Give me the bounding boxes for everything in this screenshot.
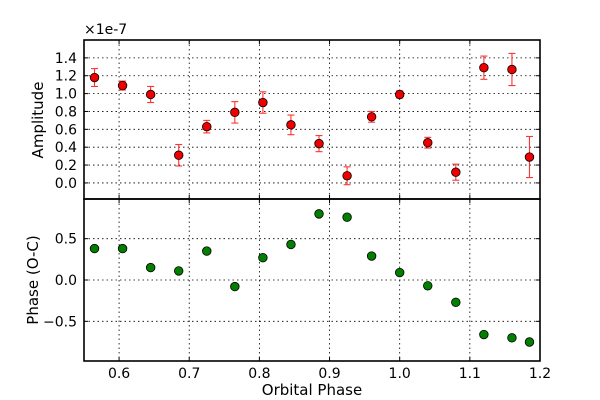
amplitude-frame: [83, 39, 541, 200]
phase-point: [451, 297, 461, 308]
phase-panel: 0.6 0.7 0.8 0.9 1.0 1.1 1.2 −0.5 0.0 0.5 Phase (O…: [24, 198, 551, 399]
y-tick-label: 0.0: [55, 176, 77, 192]
phase-ticks: 0.6 0.7 0.8 0.9 1.0 1.1 1.2 −0.5 0.0 0.5: [43, 199, 551, 382]
phase-point: [202, 246, 212, 256]
phase-point: [117, 243, 128, 254]
amplitude-points: [89, 52, 535, 186]
amplitude-ticks: 0.0 0.2 0.4 0.6 0.81.0 1.2 1.4: [55, 40, 541, 199]
x-tick-label: 1.2: [529, 366, 551, 382]
x-tick-label: 1.0: [389, 366, 411, 382]
amplitude-point: [524, 152, 535, 162]
amplitude-point: [286, 120, 296, 130]
phase-point: [89, 243, 100, 254]
x-tick-label: 0.7: [178, 366, 200, 382]
x-tick-label: 1.1: [459, 366, 481, 382]
y-tick-label: 0.0: [55, 273, 77, 289]
phase-point: [286, 239, 296, 250]
amplitude-point: [117, 80, 128, 91]
amplitude-point: [230, 107, 240, 118]
amplitude-point: [423, 138, 433, 148]
amplitude-point: [479, 62, 489, 73]
phase-point: [230, 281, 240, 292]
phase-point: [314, 209, 324, 219]
phase-point: [258, 252, 268, 263]
x-axis-label: Orbital Phase: [262, 381, 362, 399]
amplitude-offset-label: ×1e-7: [84, 22, 127, 38]
y-tick-label: 1.0: [55, 87, 77, 103]
amplitude-point: [89, 72, 100, 83]
amplitude-point: [145, 89, 156, 100]
amplitude-point: [342, 171, 352, 181]
y-tick-label: 0.4: [55, 140, 77, 156]
phase-point: [524, 337, 535, 347]
amplitude-panel: 0.0 0.2 0.4 0.6 0.81.0 1.2 1.4 ×1e-7 Amplitude: [29, 22, 541, 200]
phase-point: [174, 266, 184, 276]
amplitude-point: [507, 64, 517, 75]
amplitude-point: [258, 97, 268, 108]
phase-point: [423, 281, 433, 291]
y-tick-label: 0.6: [55, 122, 77, 138]
phase-frame: [83, 198, 541, 362]
x-tick-label: 0.9: [318, 366, 340, 382]
phase-point: [342, 212, 352, 222]
amplitude-axis-label: Amplitude: [29, 82, 47, 159]
amplitude-point: [394, 89, 405, 100]
x-tick-label: 0.6: [108, 366, 130, 382]
x-tick-label: 0.8: [248, 366, 270, 382]
phase-point: [479, 329, 489, 340]
phase-grid: [84, 199, 540, 361]
amplitude-point: [451, 167, 461, 177]
phase-points: [89, 209, 535, 347]
y-tick-label: 0.8: [55, 104, 77, 120]
phase-point: [394, 267, 405, 278]
y-tick-label: −0.5: [43, 314, 77, 330]
y-tick-label: 1.2: [55, 69, 77, 85]
amplitude-point: [202, 121, 212, 132]
y-tick-label: 1.4: [55, 51, 77, 67]
phase-point: [507, 333, 517, 343]
phase-axis-label: Phase (O-C): [24, 235, 42, 324]
amplitude-point: [314, 138, 324, 149]
y-tick-label: 0.2: [55, 158, 77, 174]
amplitude-grid: [84, 40, 540, 199]
phase-point: [366, 251, 377, 261]
y-tick-label: 0.5: [55, 232, 77, 248]
phase-point: [145, 262, 156, 273]
amplitude-point: [174, 150, 184, 160]
amplitude-point: [366, 112, 377, 122]
